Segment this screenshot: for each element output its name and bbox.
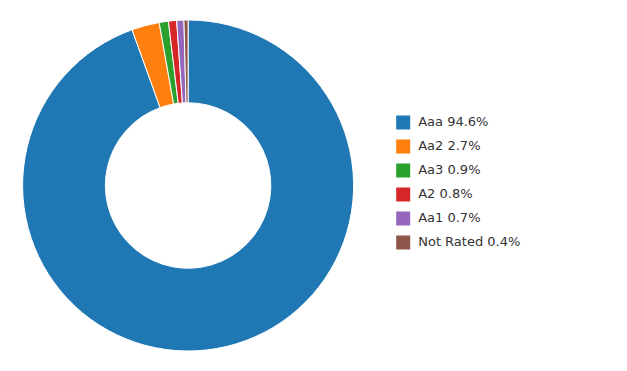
legend-label: Aa1 0.7%	[418, 210, 480, 225]
legend-swatch	[396, 164, 410, 178]
legend-swatch	[396, 188, 410, 202]
legend-item: Aaa 94.6%	[396, 114, 488, 130]
pie	[23, 20, 354, 351]
legend-item: Aa3 0.9%	[396, 162, 480, 178]
legend-label: A2 0.8%	[418, 186, 472, 201]
legend-swatch	[396, 236, 410, 250]
slice	[184, 20, 188, 103]
legend-label: Aa2 2.7%	[418, 138, 480, 153]
legend-swatch	[396, 212, 410, 226]
legend-label: Aa3 0.9%	[418, 162, 480, 177]
legend-item: Aa2 2.7%	[396, 138, 480, 154]
legend-swatch	[396, 116, 410, 130]
legend: Aaa 94.6% Aa2 2.7% Aa3 0.9% A2 0.8% Aa1 0.7%…	[396, 114, 520, 250]
legend-item: A2 0.8%	[396, 186, 472, 202]
legend-label: Aaa 94.6%	[418, 114, 488, 129]
legend-item: Aa1 0.7%	[396, 210, 480, 226]
legend-swatch	[396, 140, 410, 154]
legend-label: Not Rated 0.4%	[418, 234, 520, 249]
chart: Aaa 94.6% Aa2 2.7% Aa3 0.9% A2 0.8% Aa1 0.7%…	[0, 0, 627, 371]
legend-item: Not Rated 0.4%	[396, 234, 520, 250]
slice	[23, 20, 354, 351]
